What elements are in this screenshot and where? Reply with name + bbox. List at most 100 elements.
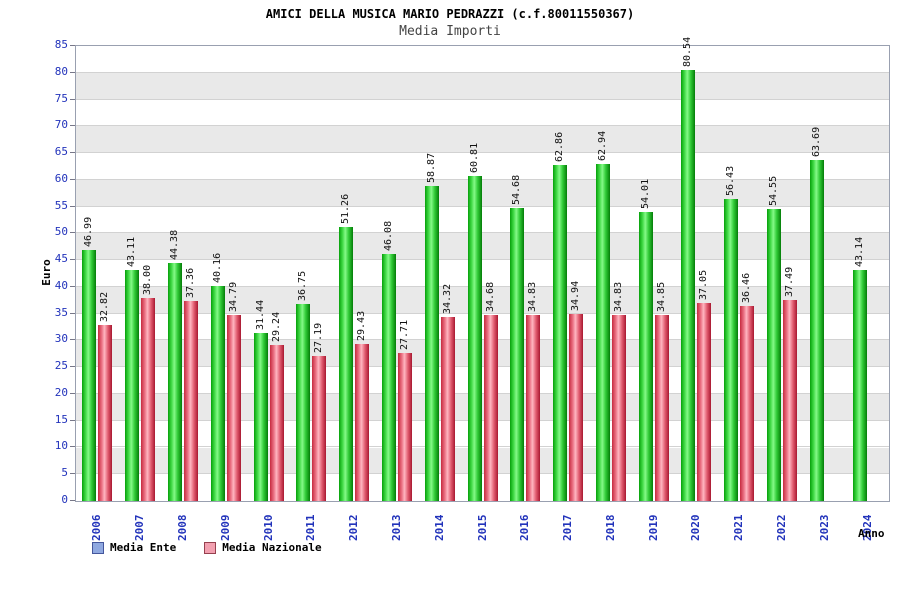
bar-media-ente — [510, 208, 525, 501]
bar-value-label: 43.11 — [126, 237, 138, 268]
bar-value-label: 27.19 — [313, 322, 325, 353]
bar-media-ente — [381, 254, 396, 501]
bar-value-label: 34.83 — [612, 281, 624, 312]
x-tick-label: 2018 — [603, 514, 617, 542]
bar-value-label: 54.55 — [768, 175, 780, 206]
y-tick-label: 5 — [61, 466, 68, 480]
y-tick-mark — [70, 312, 75, 314]
bar-media-ente — [809, 160, 824, 501]
bar-value-label: 32.82 — [99, 292, 111, 323]
x-tick-label: 2014 — [432, 514, 446, 542]
gridline — [76, 232, 889, 234]
bar-value-label: 44.38 — [168, 230, 180, 261]
bar-value-label: 40.16 — [211, 252, 223, 283]
bar-value-label: 38.00 — [142, 264, 154, 295]
y-tick-mark — [70, 446, 75, 448]
gridline — [76, 259, 889, 261]
y-tick-label: 60 — [54, 171, 68, 185]
gridline — [76, 152, 889, 154]
legend-swatch-media-ente — [92, 541, 104, 554]
legend: Media Ente Media Nazionale — [92, 541, 322, 554]
bar-media-nazionale — [569, 314, 584, 501]
plot-band — [76, 72, 889, 100]
bar-value-label: 29.24 — [270, 311, 282, 342]
legend-label-media-nazionale: Media Nazionale — [222, 541, 322, 554]
bar-media-nazionale — [98, 325, 113, 501]
x-tick-label: 2007 — [133, 514, 147, 542]
y-tick-mark — [70, 152, 75, 154]
bar-value-label: 58.87 — [425, 152, 437, 183]
bar-media-nazionale — [226, 314, 241, 501]
y-tick-mark — [70, 45, 75, 46]
bar-media-ente — [253, 332, 268, 501]
bar-media-nazionale — [312, 355, 327, 501]
plot-band — [76, 233, 889, 261]
y-tick-label: 55 — [54, 198, 68, 212]
legend-item-media-ente: Media Ente — [92, 541, 176, 554]
bar-value-label: 34.85 — [655, 281, 667, 312]
x-axis-title: Anno — [858, 527, 885, 540]
gridline — [76, 419, 889, 421]
y-tick-mark — [70, 500, 75, 501]
bar-media-ente — [167, 263, 182, 501]
x-tick-label: 2006 — [90, 514, 104, 542]
y-tick-mark — [70, 285, 75, 287]
x-tick-label: 2021 — [732, 514, 746, 542]
x-tick-label: 2019 — [646, 514, 660, 542]
bar-media-nazionale — [697, 302, 712, 501]
bar-value-label: 54.01 — [639, 178, 651, 209]
gridline — [76, 125, 889, 127]
bar-value-label: 62.94 — [596, 131, 608, 162]
x-tick-label: 2016 — [518, 514, 532, 542]
y-tick-label: 45 — [54, 252, 68, 266]
plot-band — [76, 179, 889, 207]
gridline — [76, 446, 889, 448]
plot-band — [76, 126, 889, 154]
bar-media-ente — [638, 211, 653, 501]
bar-media-nazionale — [526, 314, 541, 501]
chart-subtitle: Media Importi — [399, 24, 501, 39]
x-tick-label: 2009 — [218, 514, 232, 542]
y-tick-mark — [70, 232, 75, 234]
y-tick-mark — [70, 71, 75, 73]
x-tick-label: 2011 — [304, 514, 318, 542]
y-tick-mark — [70, 392, 75, 394]
bar-media-ente — [210, 286, 225, 501]
plot-area: 46.99 32.82 2006 43.11 38.00 2007 44.38 37.36 20… — [75, 37, 890, 541]
x-tick-label: 2020 — [689, 514, 703, 542]
y-tick-label: 40 — [54, 278, 68, 292]
bar-value-label: 60.81 — [468, 142, 480, 173]
bar-media-nazionale — [611, 314, 626, 501]
gridline — [76, 366, 889, 368]
x-tick-label: 2015 — [475, 514, 489, 542]
bar-value-label: 37.49 — [784, 267, 796, 298]
bar-value-label: 80.54 — [682, 36, 694, 67]
y-tick-label: 85 — [54, 38, 68, 51]
bar-media-nazionale — [183, 301, 198, 501]
bar-value-label: 34.32 — [441, 284, 453, 315]
y-tick-label: 50 — [54, 225, 68, 239]
bar-value-label: 34.68 — [484, 282, 496, 313]
bar-value-label: 34.94 — [570, 280, 582, 311]
gridline — [76, 178, 889, 180]
y-tick-label: 30 — [54, 332, 68, 346]
gridline — [76, 312, 889, 314]
bar-media-ente — [595, 164, 610, 501]
gridline — [76, 98, 889, 100]
x-tick-label: 2022 — [775, 514, 789, 542]
bar-media-ente — [82, 249, 97, 501]
y-tick-mark — [70, 125, 75, 127]
bar-value-label: 46.08 — [382, 221, 394, 252]
y-tick-label: 0 — [61, 493, 68, 506]
legend-swatch-media-nazionale — [204, 541, 217, 554]
bar-value-label: 51.26 — [340, 193, 352, 224]
y-tick-mark — [70, 98, 75, 100]
bar-media-nazionale — [141, 297, 156, 501]
y-tick-mark — [70, 339, 75, 341]
x-tick-label: 2023 — [817, 514, 831, 542]
gridline — [76, 71, 889, 73]
bar-media-ente — [339, 226, 354, 501]
bar-value-label: 46.99 — [83, 216, 95, 247]
bar-media-ente — [852, 270, 867, 501]
